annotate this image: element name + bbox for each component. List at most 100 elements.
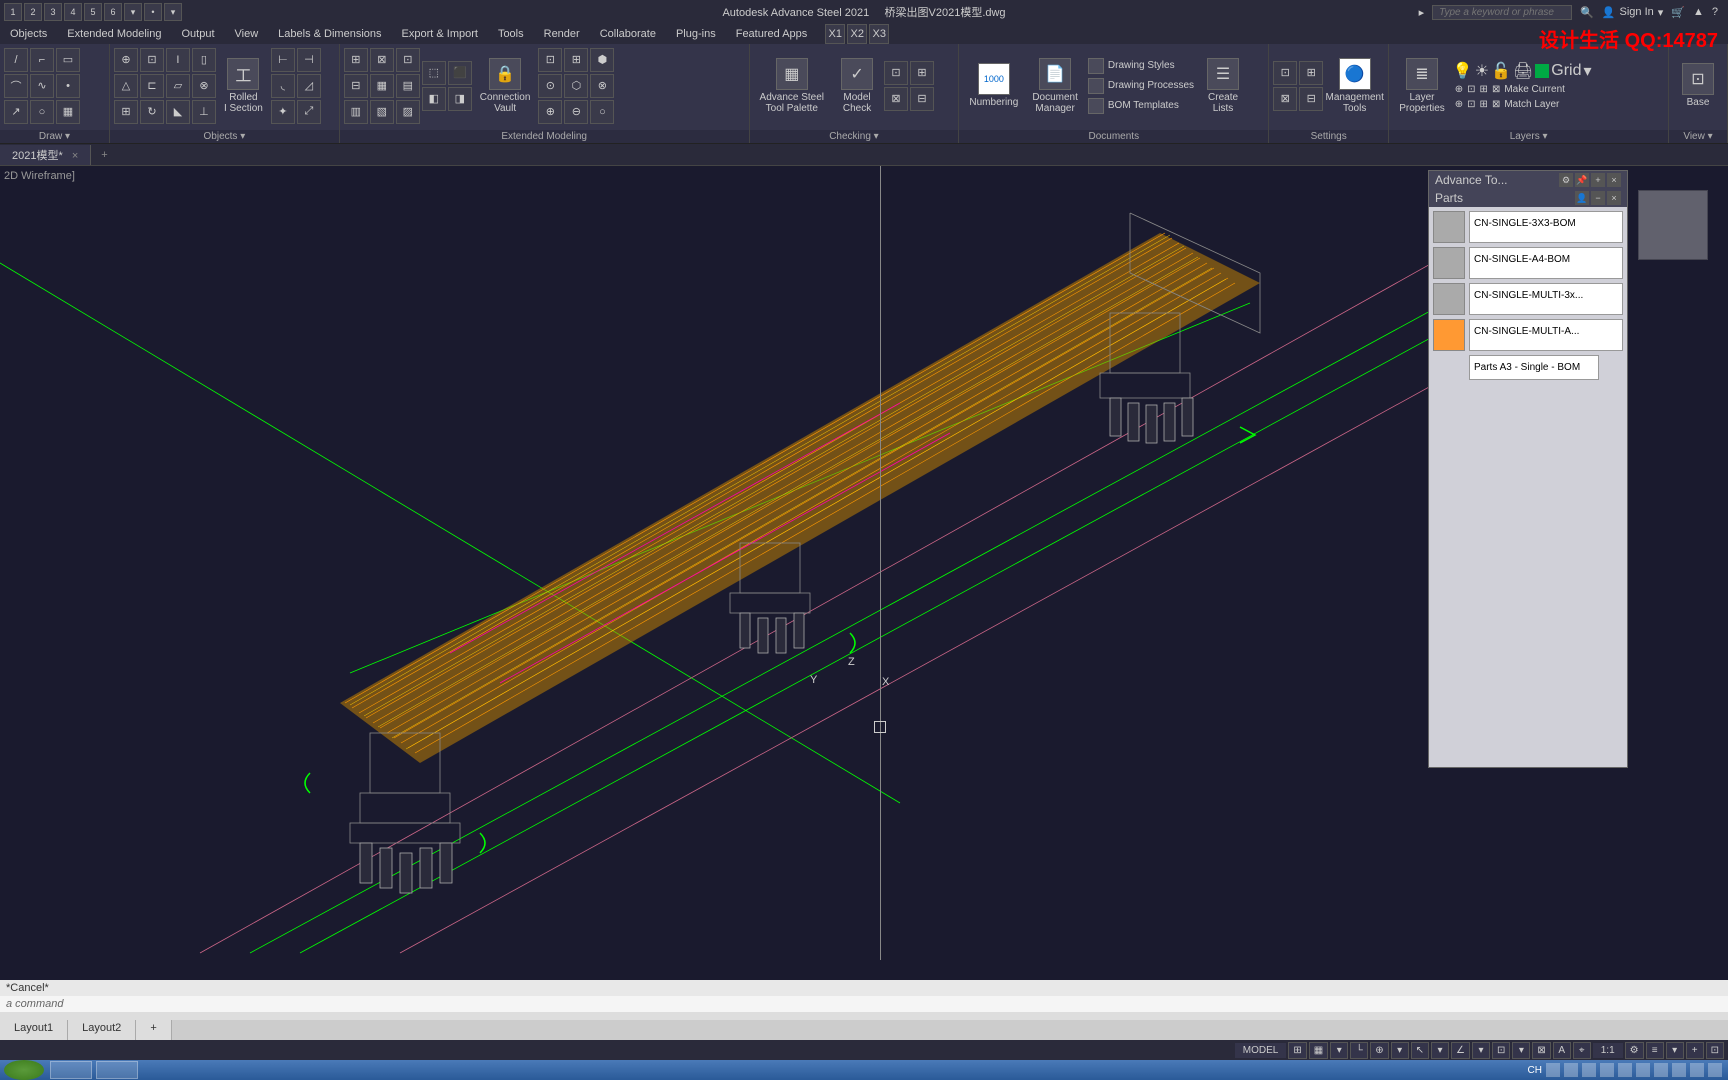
set-1-icon[interactable]: ⊡ — [1273, 61, 1297, 85]
explode-icon[interactable]: ✦ — [271, 100, 295, 124]
palette-x-icon[interactable]: × — [1607, 191, 1621, 205]
tray-icon-5[interactable] — [1618, 1063, 1632, 1077]
panel-checking-title[interactable]: Checking ▾ — [750, 130, 959, 143]
sb-drop-icon[interactable]: ▾ — [1330, 1042, 1348, 1059]
sb-anno-icon[interactable]: A — [1553, 1042, 1571, 1059]
panel-view-title[interactable]: View ▾ — [1669, 130, 1727, 143]
viewcube[interactable] — [1638, 190, 1708, 260]
menu-extended-modeling[interactable]: Extended Modeling — [57, 28, 171, 40]
point-icon[interactable]: • — [56, 74, 80, 98]
weld-icon[interactable]: ◣ — [166, 100, 190, 124]
sb-snap-icon[interactable]: ▦ — [1309, 1042, 1328, 1059]
layout-tab-1[interactable]: Layout1 — [0, 1020, 68, 1040]
tray-icon-10[interactable] — [1708, 1063, 1722, 1077]
ext-b-icon[interactable]: ⬛ — [448, 61, 472, 85]
chk-3-icon[interactable]: ⊠ — [884, 87, 908, 111]
anchor-icon[interactable]: ⊥ — [192, 100, 216, 124]
palette-close-icon[interactable]: × — [1607, 173, 1621, 187]
sb-drop2-icon[interactable]: ▾ — [1391, 1042, 1409, 1059]
tab-ctrl-x3[interactable]: X3 — [869, 24, 889, 44]
help-icon[interactable]: ? — [1712, 6, 1718, 18]
model-check-button[interactable]: ✓ Model Check — [832, 56, 882, 116]
palette-min-icon[interactable]: − — [1591, 191, 1605, 205]
set-2-icon[interactable]: ⊞ — [1299, 61, 1323, 85]
sb-clean-icon[interactable]: ⊡ — [1706, 1042, 1724, 1059]
panel-objects-title[interactable]: Objects ▾ — [110, 130, 339, 143]
palette-item-4[interactable]: Parts A3 - Single - BOM — [1469, 355, 1599, 380]
ext-6-icon[interactable]: ▤ — [396, 74, 420, 98]
qat-btn-1[interactable]: 1 — [4, 3, 22, 21]
column-icon[interactable]: ▯ — [192, 48, 216, 72]
bolt-icon[interactable]: ⊗ — [192, 74, 216, 98]
copy-icon[interactable]: ⊡ — [140, 48, 164, 72]
palette-plus-icon[interactable]: + — [1591, 173, 1605, 187]
connection-vault-button[interactable]: 🔒 Connection Vault — [474, 56, 537, 116]
layout-tab-2[interactable]: Layout2 — [68, 1020, 136, 1040]
sb-target-icon[interactable]: ⌖ — [1573, 1042, 1591, 1059]
tray-icon-3[interactable] — [1582, 1063, 1596, 1077]
menu-output[interactable]: Output — [171, 28, 224, 40]
offset-icon[interactable]: ⊏ — [140, 74, 164, 98]
ext-17-icon[interactable]: ⊖ — [564, 100, 588, 124]
menu-export-import[interactable]: Export & Import — [392, 28, 488, 40]
rect-icon[interactable]: ▭ — [56, 48, 80, 72]
ext-9-icon[interactable]: ▨ — [396, 100, 420, 124]
palette-gear-icon[interactable]: ⚙ — [1559, 173, 1573, 187]
set-3-icon[interactable]: ⊠ — [1273, 87, 1297, 111]
beam-icon[interactable]: I — [166, 48, 190, 72]
ext-13-icon[interactable]: ⊙ — [538, 74, 562, 98]
menu-view[interactable]: View — [225, 28, 269, 40]
qat-dropdown-2[interactable]: ▾ — [164, 3, 182, 21]
ext-10-icon[interactable]: ⊡ — [538, 48, 562, 72]
numbering-button[interactable]: 1000 Numbering — [963, 61, 1024, 110]
sb-gear-icon[interactable]: ⚙ — [1625, 1042, 1644, 1059]
command-input[interactable]: a command — [0, 996, 1728, 1012]
menu-tools[interactable]: Tools — [488, 28, 534, 40]
tray-icon-7[interactable] — [1654, 1063, 1668, 1077]
sb-grid-icon[interactable]: ⊞ — [1288, 1042, 1306, 1059]
layer-props-button[interactable]: ≣ Layer Properties — [1393, 56, 1451, 116]
sb-ortho-icon[interactable]: └ — [1350, 1042, 1368, 1059]
ext-5-icon[interactable]: ▦ — [370, 74, 394, 98]
sb-3d-icon[interactable]: ⊠ — [1532, 1042, 1550, 1059]
palette-item-2[interactable]: CN-SINGLE-MULTI-3x... — [1433, 283, 1623, 315]
trim-icon[interactable]: ⊢ — [271, 48, 295, 72]
qat-btn-3[interactable]: 3 — [44, 3, 62, 21]
sb-drop3-icon[interactable]: ▾ — [1431, 1042, 1449, 1059]
ext-1-icon[interactable]: ⊞ — [344, 48, 368, 72]
make-current-button[interactable]: ⊕⊡⊞⊠ Make Current — [1453, 83, 1592, 96]
mirror-icon[interactable]: △ — [114, 74, 138, 98]
menu-collaborate[interactable]: Collaborate — [590, 28, 666, 40]
rolled-section-button[interactable]: 工 Rolled I Section — [218, 56, 269, 116]
tab-ctrl-x1[interactable]: X1 — [825, 24, 845, 44]
qat-btn-5[interactable]: 5 — [84, 3, 102, 21]
palette-header[interactable]: Advance To... ⚙ 📌 + × — [1429, 171, 1627, 189]
tray-icon-9[interactable] — [1690, 1063, 1704, 1077]
qat-btn-4[interactable]: 4 — [64, 3, 82, 21]
search-icon[interactable]: 🔍 — [1580, 6, 1594, 19]
cart-icon[interactable]: 🛒 — [1671, 6, 1685, 19]
tab-ctrl-x2[interactable]: X2 — [847, 24, 867, 44]
match-layer-button[interactable]: ⊕⊡⊞⊠ Match Layer — [1453, 98, 1592, 111]
move-icon[interactable]: ⊕ — [114, 48, 138, 72]
plate-icon[interactable]: ▱ — [166, 74, 190, 98]
start-button[interactable] — [4, 1060, 44, 1080]
menu-objects[interactable]: Objects — [0, 28, 57, 40]
menu-plugins[interactable]: Plug-ins — [666, 28, 726, 40]
sb-polar-icon[interactable]: ⊕ — [1370, 1042, 1388, 1059]
tool-palette-button[interactable]: ▦ Advance Steel Tool Palette — [754, 56, 831, 116]
drawing-styles-button[interactable]: Drawing Styles — [1086, 57, 1196, 75]
sb-plus-icon[interactable]: + — [1686, 1042, 1704, 1059]
line-icon[interactable]: / — [4, 48, 28, 72]
tray-icon-8[interactable] — [1672, 1063, 1686, 1077]
model-space-button[interactable]: MODEL — [1235, 1043, 1287, 1058]
palette-user-icon[interactable]: 👤 — [1575, 191, 1589, 205]
palette-pin-icon[interactable]: 📌 — [1575, 173, 1589, 187]
ext-15-icon[interactable]: ⊗ — [590, 74, 614, 98]
scale-display[interactable]: 1:1 — [1593, 1043, 1623, 1058]
close-tab-icon[interactable]: × — [72, 150, 78, 162]
doc-manager-button[interactable]: 📄 Document Manager — [1026, 56, 1084, 116]
chamfer-icon[interactable]: ◿ — [297, 74, 321, 98]
qat-btn-2[interactable]: 2 — [24, 3, 42, 21]
task-app-2[interactable] — [96, 1061, 138, 1079]
